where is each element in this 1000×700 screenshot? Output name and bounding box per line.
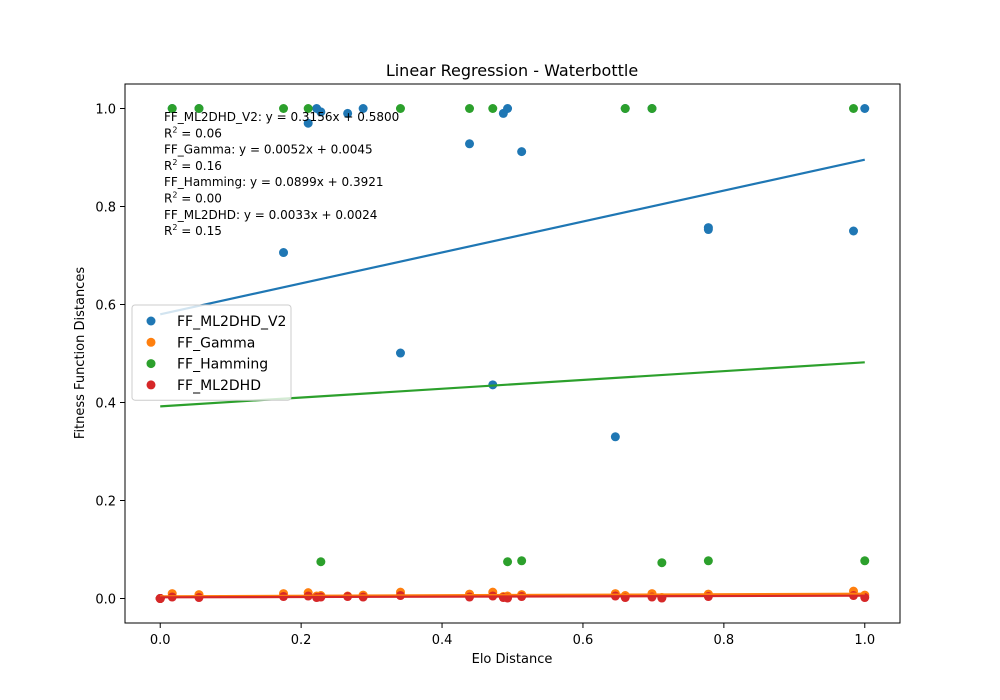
x-tick-label: 0.0 <box>150 633 171 648</box>
data-point <box>395 104 405 113</box>
x-tick-label: 0.8 <box>714 633 735 648</box>
data-point <box>860 104 870 113</box>
y-tick-label: 0.0 <box>95 593 116 608</box>
data-point <box>316 107 326 117</box>
plot-area <box>155 104 870 603</box>
r-squared-label: R2 = 0.15 <box>164 223 222 238</box>
data-point <box>465 104 475 113</box>
data-point <box>703 225 713 235</box>
data-point <box>343 108 353 118</box>
data-point <box>860 556 870 566</box>
data-point <box>620 104 630 113</box>
data-point <box>517 147 527 157</box>
data-point <box>279 248 289 258</box>
data-point <box>194 104 204 113</box>
regression-line <box>160 594 865 599</box>
x-tick-label: 1.0 <box>854 633 875 648</box>
r-squared-label: R2 = 0.06 <box>164 125 222 140</box>
data-point <box>703 556 713 566</box>
regression-line <box>160 592 865 598</box>
legend: FF_ML2DHD_V2 FF_Gamma FF_Hamming FF_ML2DHD <box>131 304 292 401</box>
y-tick-label: 0.8 <box>95 201 116 216</box>
legend-label: FF_ML2DHD_V2 <box>177 314 286 330</box>
regression-equation: FF_Hamming: y = 0.0899x + 0.3921 <box>164 175 384 189</box>
data-point <box>303 104 313 113</box>
data-point <box>610 432 620 442</box>
data-point <box>503 557 513 567</box>
x-tick-label: 0.6 <box>573 633 594 648</box>
regression-line <box>159 158 866 316</box>
regression-equation: FF_Gamma: y = 0.0052x + 0.0045 <box>164 143 373 157</box>
legend-frame <box>131 304 292 401</box>
data-point <box>647 104 657 113</box>
legend-marker <box>146 359 156 369</box>
regression-equation: FF_ML2DHD: y = 0.0033x + 0.0024 <box>164 208 377 222</box>
y-tick-label: 0.4 <box>95 397 116 412</box>
legend-marker <box>146 380 156 390</box>
legend-label: FF_Gamma <box>177 335 255 351</box>
data-point <box>849 226 858 236</box>
data-point <box>167 104 177 113</box>
data-point <box>503 104 513 113</box>
data-point <box>517 556 527 566</box>
r-squared-label: R2 = 0.16 <box>164 158 222 173</box>
x-tick-label: 0.2 <box>291 633 312 648</box>
legend-marker <box>146 337 156 347</box>
r-squared-label: R2 = 0.00 <box>164 191 222 206</box>
data-point <box>395 348 405 358</box>
data-point <box>358 104 368 113</box>
axes-frame <box>124 83 901 624</box>
y-tick-label: 1.0 <box>95 103 116 118</box>
data-point <box>303 118 313 128</box>
regression-equation: FF_ML2DHD_V2: y = 0.3156x + 0.5800 <box>164 110 399 124</box>
y-tick-label: 0.2 <box>95 495 116 510</box>
data-point <box>465 139 475 149</box>
data-point <box>488 104 498 113</box>
chart-title: Linear Regression - Waterbottle <box>386 61 638 80</box>
x-tick-label: 0.4 <box>432 633 453 648</box>
data-point <box>316 557 326 567</box>
legend-label: FF_Hamming <box>177 357 268 373</box>
legend-marker <box>146 316 156 326</box>
data-point <box>279 104 289 113</box>
x-axis-label: Elo Distance <box>472 652 553 667</box>
data-point <box>657 558 667 568</box>
legend-label: FF_ML2DHD <box>177 378 261 394</box>
y-tick-label: 0.6 <box>95 299 116 314</box>
data-point <box>849 104 858 113</box>
axis-ticks: 0.0 0.2 0.4 0.6 0.8 1.0 0.0 0.2 0.4 0.6 0.8 1.0 <box>95 103 875 649</box>
y-axis-label: Fitness Function Distances <box>73 267 88 439</box>
